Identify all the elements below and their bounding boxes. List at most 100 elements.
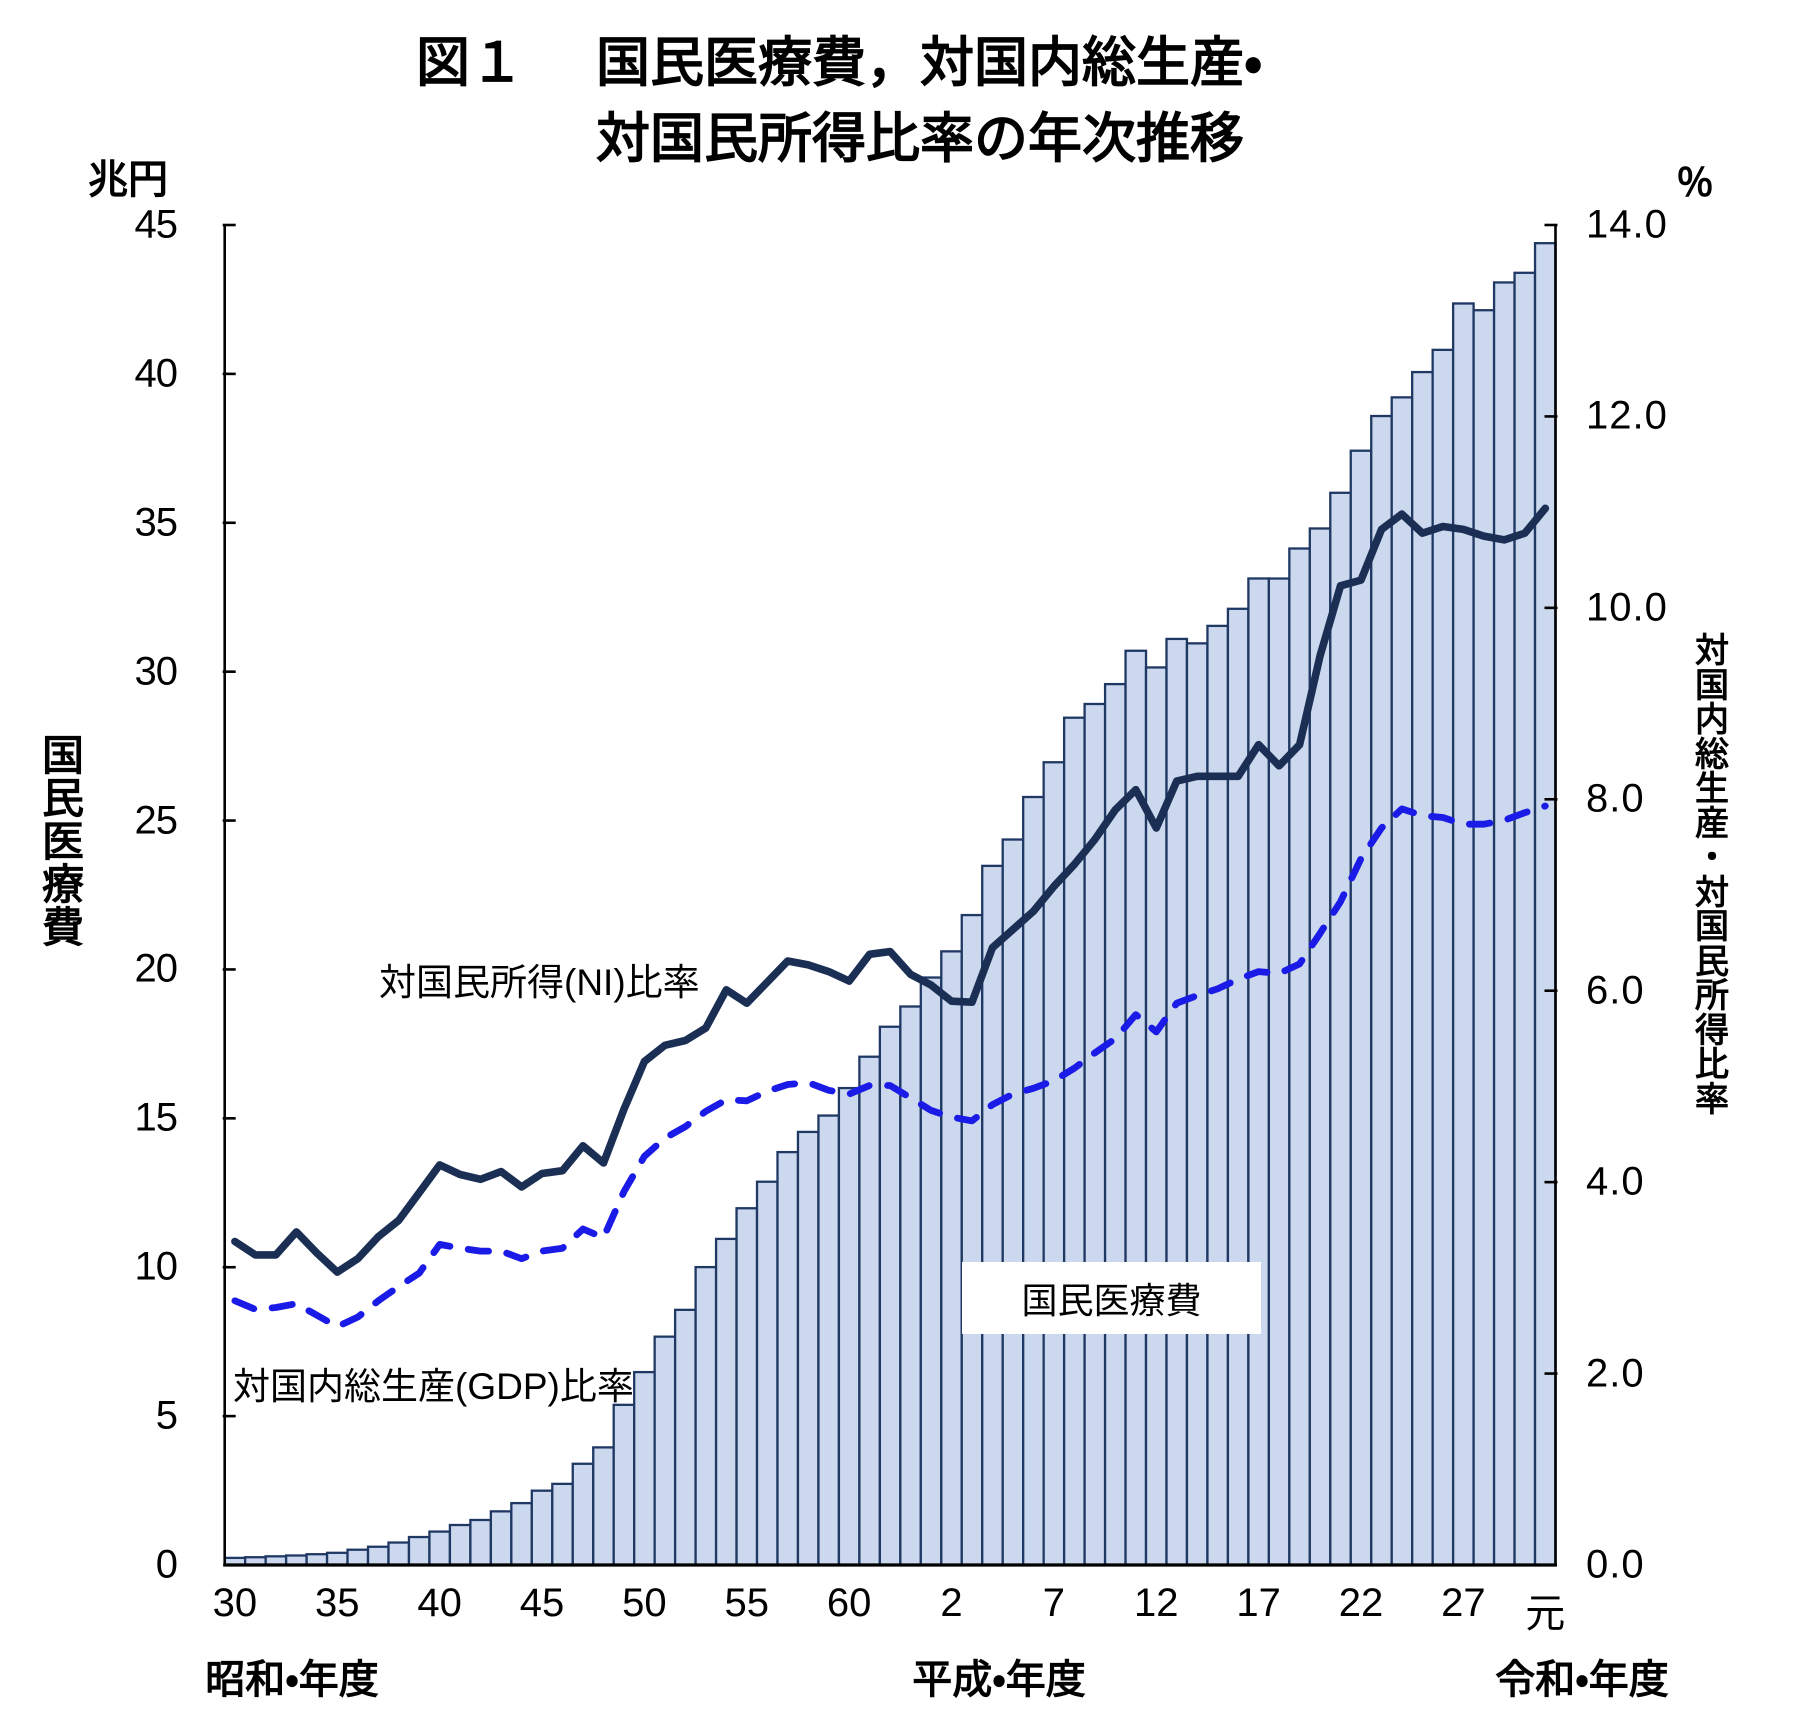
x-tick-label-12: 12	[1134, 1581, 1179, 1625]
bar-平成12	[1144, 666, 1168, 1567]
right-tick-label-4.0: 4.0	[1586, 1159, 1645, 1204]
left-axis-unit: 兆円	[88, 158, 168, 202]
bar-昭和48	[592, 1446, 615, 1567]
vertical-label-char: 費	[42, 904, 85, 952]
bar-昭和37	[366, 1545, 390, 1567]
bar-平成30	[1513, 271, 1537, 1567]
ni-ratio-line	[231, 504, 1550, 1276]
vertical-label-char: 内	[1695, 701, 1729, 739]
bar-series-label: 国民医療費	[1021, 1280, 1202, 1321]
bar-昭和35	[325, 1551, 349, 1567]
bar-昭和41	[448, 1523, 472, 1567]
vertical-label-char: 生	[1695, 770, 1729, 808]
era-label-平成・年度: 平成・年度	[912, 1658, 1086, 1702]
vertical-label-char: 国	[42, 732, 85, 779]
bar-昭和53	[694, 1265, 718, 1567]
bar-昭和36	[346, 1548, 370, 1567]
bar-平成29	[1492, 281, 1516, 1567]
vertical-label-char: 得	[1695, 1011, 1729, 1050]
vertical-label-char: 療	[42, 861, 85, 909]
x-tick-label-22: 22	[1338, 1581, 1384, 1625]
figure-title-prefix: 図１	[416, 33, 524, 93]
bar-平成3	[960, 913, 984, 1567]
left-tick-label-5: 5	[155, 1393, 178, 1438]
bar-平成17	[1247, 577, 1271, 1567]
vertical-label-char: 医	[42, 818, 85, 866]
left-tick-label-20: 20	[134, 946, 179, 991]
x-tick-label-2: 2	[940, 1581, 963, 1625]
bar-昭和44	[510, 1501, 533, 1567]
vertical-label-char: 所	[1695, 977, 1729, 1015]
bar-昭和42	[469, 1518, 493, 1567]
bar-昭和62	[878, 1025, 902, 1567]
bar-平成16	[1226, 607, 1250, 1567]
bar-昭和55	[735, 1207, 759, 1567]
right-tick-label-10.0: 10.0	[1586, 585, 1668, 630]
bar-平成18	[1267, 577, 1291, 1567]
bar-平成24	[1390, 396, 1414, 1567]
figure-title-line2: 対国民所得比率の年次推移	[596, 109, 1244, 169]
vertical-label-char: 産	[1695, 804, 1729, 843]
left-tick-label-0: 0	[155, 1542, 178, 1587]
right-tick-label-8.0: 8.0	[1586, 776, 1645, 821]
bar-series-label-box: 国民医療費	[962, 1262, 1261, 1334]
bar-平成5	[1001, 838, 1025, 1567]
bar-昭和56	[755, 1180, 779, 1567]
bar-平成25	[1411, 370, 1434, 1567]
era-label-昭和・年度: 昭和・年度	[205, 1658, 379, 1702]
bar-昭和46	[551, 1482, 574, 1567]
bar-平成22	[1349, 449, 1373, 1567]
bar-昭和52	[673, 1308, 697, 1567]
bar-令和元	[1533, 242, 1557, 1567]
bar-平成元	[919, 976, 943, 1567]
era-label-令和・年度: 令和・年度	[1495, 1658, 1669, 1702]
bar-平成27	[1451, 302, 1475, 1567]
x-tick-label-元: 元	[1525, 1592, 1566, 1636]
left-tick-label-45: 45	[134, 202, 179, 247]
vertical-label-char: 国	[1695, 908, 1729, 946]
bar-平成2	[940, 950, 963, 1567]
x-tick-label-27: 27	[1441, 1581, 1486, 1625]
vertical-label-char: 国	[1695, 666, 1729, 705]
vertical-label-char: 率	[1695, 1080, 1729, 1119]
vertical-label-char: 民	[1695, 942, 1729, 981]
bar-平成8	[1062, 716, 1086, 1567]
x-tick-label-45: 45	[519, 1581, 565, 1625]
figure-title-line1: 国民医療費，対国内総生産・	[596, 33, 1263, 93]
bar-昭和39	[407, 1535, 431, 1567]
bar-昭和60	[837, 1086, 861, 1567]
x-tick-label-40: 40	[417, 1581, 462, 1625]
bar-平成28	[1472, 309, 1496, 1567]
x-tick-label-50: 50	[622, 1581, 667, 1625]
vertical-label-char: 対	[1695, 873, 1729, 912]
left-tick-label-25: 25	[134, 798, 179, 843]
x-tick-label-35: 35	[315, 1581, 360, 1625]
right-axis-title: 対国内総生産・対国民所得比率	[1695, 634, 1729, 1117]
bar-昭和58	[796, 1130, 820, 1567]
ni-line-label: 対国民所得(NI)比率	[379, 962, 700, 1003]
bar-昭和59	[817, 1114, 841, 1567]
bar-昭和34	[305, 1553, 329, 1567]
left-axis-title: 国民医療費	[42, 734, 84, 949]
bar-平成23	[1370, 414, 1393, 1567]
bar-昭和47	[571, 1462, 595, 1567]
gdp-ratio-line	[231, 802, 1549, 1331]
bar-昭和45	[530, 1489, 554, 1567]
x-tick-label-17: 17	[1236, 1581, 1281, 1625]
bar-昭和54	[714, 1237, 738, 1567]
left-tick-label-35: 35	[134, 500, 179, 545]
bar-昭和57	[776, 1150, 800, 1567]
right-tick-label-2.0: 2.0	[1586, 1351, 1645, 1396]
x-tick-label-7: 7	[1042, 1581, 1066, 1625]
bar-昭和40	[428, 1530, 452, 1567]
bar-昭和61	[858, 1055, 882, 1567]
bar-平成21	[1329, 491, 1352, 1567]
vertical-label-char: 総	[1695, 735, 1729, 774]
vertical-label-char: 比	[1695, 1046, 1729, 1084]
gdp-line-label: 対国内総生産(GDP)比率	[233, 1366, 634, 1407]
vertical-label-char: 民	[42, 775, 85, 823]
right-axis-unit: ％	[1676, 163, 1715, 205]
bar-昭和49	[612, 1403, 636, 1567]
